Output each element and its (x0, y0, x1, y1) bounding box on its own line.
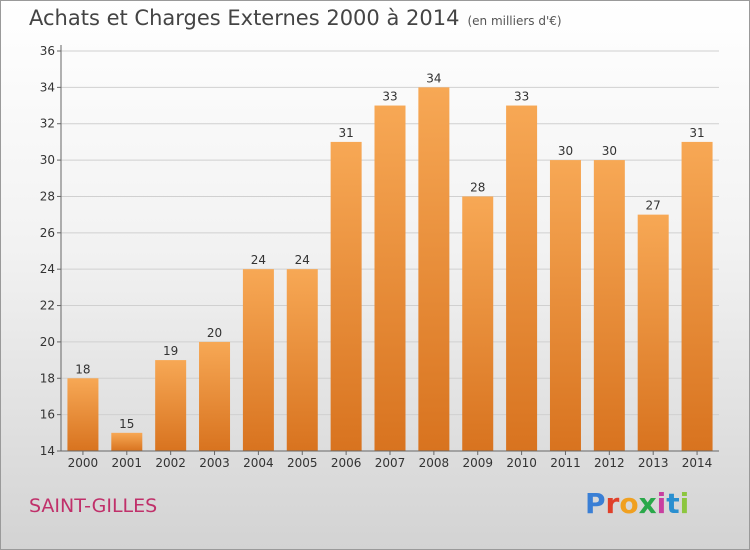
bar-2008 (418, 87, 450, 451)
y-tick-label: 34 (40, 80, 55, 94)
chart-title-text: Achats et Charges Externes 2000 à 2014 (29, 6, 460, 30)
data-label: 28 (470, 180, 485, 194)
proxiti-logo: Proxiti (585, 487, 689, 520)
bar-2002 (155, 360, 187, 451)
x-tick-label: 2008 (419, 456, 450, 470)
axes: 14 16 18 20 22 24 26 28 30 32 34 36 2000 2001 2002 2003… (40, 44, 719, 470)
data-label: 30 (602, 144, 617, 158)
chart-title: Achats et Charges Externes 2000 à 2014 (e… (29, 6, 562, 30)
y-tick-label: 30 (40, 153, 55, 167)
y-tick-label: 14 (40, 444, 55, 458)
bar-2011 (549, 160, 581, 451)
bars (67, 87, 713, 451)
x-tick-label: 2010 (506, 456, 537, 470)
data-label: 24 (295, 253, 310, 267)
bar-2009 (462, 196, 494, 451)
x-tick-label: 2013 (638, 456, 669, 470)
data-label: 34 (426, 71, 441, 85)
x-tick-label: 2014 (682, 456, 713, 470)
data-label: 19 (163, 344, 178, 358)
y-tick-label: 28 (40, 189, 55, 203)
logo-letter: i (656, 487, 667, 520)
y-tick-label: 20 (40, 335, 55, 349)
y-tick-label: 26 (40, 226, 55, 240)
bar-2012 (593, 160, 625, 451)
data-label: 24 (251, 253, 266, 267)
bar-2004 (242, 269, 274, 451)
data-label: 27 (646, 199, 661, 213)
y-tick-label: 36 (40, 44, 55, 58)
y-tick-label: 18 (40, 371, 55, 385)
x-tick-label: 2005 (287, 456, 318, 470)
bar-2005 (286, 269, 318, 451)
city-name: SAINT-GILLES (29, 495, 158, 517)
bar-2014 (681, 141, 713, 451)
y-tick-label: 22 (40, 299, 55, 313)
data-label: 18 (75, 362, 90, 376)
data-label: 33 (514, 90, 529, 104)
bar-2001 (111, 432, 143, 451)
bar-2007 (374, 105, 406, 451)
x-tick-label: 2002 (155, 456, 186, 470)
bar-2013 (637, 214, 669, 451)
y-tick-label: 24 (40, 262, 55, 276)
logo-letter: t (666, 487, 680, 520)
logo-letter: r (605, 487, 620, 520)
bar-2010 (506, 105, 538, 451)
y-tick-label: 16 (40, 408, 55, 422)
x-tick-label: 2000 (68, 456, 99, 470)
bar-2003 (199, 341, 231, 451)
x-tick-label: 2006 (331, 456, 362, 470)
x-tick-label: 2009 (462, 456, 493, 470)
logo-letter: P (585, 487, 606, 520)
data-label: 31 (689, 126, 704, 140)
bar-2006 (330, 141, 362, 451)
logo-letter: i (679, 487, 690, 520)
data-label: 20 (207, 326, 222, 340)
x-tick-label: 2001 (112, 456, 143, 470)
data-labels: 18 15 19 20 24 24 31 33 34 28 33 30 30 27 31 (75, 71, 704, 430)
x-tick-label: 2004 (243, 456, 274, 470)
bar-2000 (67, 378, 99, 451)
x-tick-label: 2007 (375, 456, 406, 470)
data-label: 31 (338, 126, 353, 140)
y-tick-label: 32 (40, 117, 55, 131)
data-label: 15 (119, 417, 134, 431)
chart-unit: (en milliers d'€) (467, 14, 562, 28)
logo-letter: o (619, 487, 639, 520)
x-tick-label: 2012 (594, 456, 625, 470)
data-label: 30 (558, 144, 573, 158)
x-tick-label: 2003 (199, 456, 230, 470)
logo-letter: x (638, 487, 657, 520)
data-label: 33 (382, 90, 397, 104)
x-tick-label: 2011 (550, 456, 581, 470)
